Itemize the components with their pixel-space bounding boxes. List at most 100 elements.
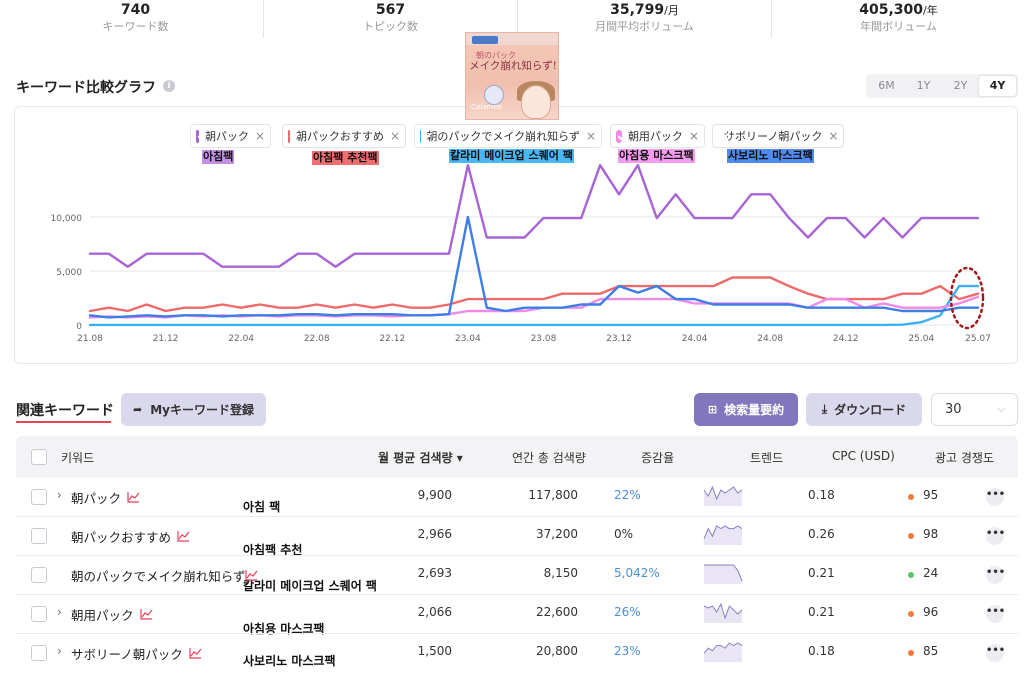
my-keyword-button[interactable]: ➦ Myキーワード登録 bbox=[121, 393, 266, 426]
stat-label: キーワード数 bbox=[102, 20, 169, 33]
legend-item-asa-pack-osusume[interactable]: 朝パックおすすめ × bbox=[282, 124, 406, 148]
trend-sparkline[interactable] bbox=[703, 641, 743, 663]
row-monthly: 2,693 bbox=[417, 566, 452, 580]
page-size-select[interactable]: 30 ⌵ bbox=[931, 393, 1018, 426]
y-tick-label: 0 bbox=[76, 322, 82, 332]
checkbox-icon[interactable] bbox=[288, 129, 290, 143]
close-icon[interactable]: × bbox=[585, 129, 596, 143]
chevron-right-icon[interactable]: › bbox=[57, 605, 62, 619]
stat-topics: 567 トピック数 bbox=[263, 0, 518, 40]
header-monthly[interactable]: 월 평균 검색량 ▾ bbox=[378, 451, 463, 465]
row-keyword[interactable]: 朝用パック bbox=[71, 608, 134, 623]
sparkline-area bbox=[704, 565, 742, 584]
sparkline-line bbox=[703, 642, 743, 654]
chevron-right-icon[interactable]: › bbox=[57, 488, 62, 502]
trend-chart-icon[interactable] bbox=[177, 527, 190, 546]
sparkline-line bbox=[704, 564, 743, 582]
summary-label: 検索量要約 bbox=[724, 403, 785, 417]
competition-dot bbox=[908, 572, 914, 578]
close-icon[interactable]: × bbox=[828, 129, 839, 143]
stat-value: 35,799/月 bbox=[610, 2, 679, 18]
header-cpc[interactable]: CPC (USD) bbox=[832, 449, 895, 463]
row-checkbox[interactable] bbox=[31, 567, 47, 583]
row-divider bbox=[16, 555, 1018, 556]
trend-chart-icon[interactable] bbox=[189, 644, 202, 663]
range-6m[interactable]: 6M bbox=[878, 79, 895, 92]
legend-item-make-kuzure[interactable]: 朝のパックでメイク崩れ知らず × bbox=[414, 124, 602, 148]
row-keyword[interactable]: 朝パック bbox=[71, 491, 122, 506]
graph-title: キーワード比較グラフ bbox=[16, 80, 156, 96]
header-competition[interactable]: 광고 경쟁도 bbox=[935, 451, 995, 465]
chevron-right-icon[interactable]: › bbox=[57, 644, 62, 658]
row-checkbox[interactable] bbox=[31, 645, 47, 661]
legend-item-saborino[interactable]: サボリーノ朝パック × bbox=[712, 124, 844, 148]
range-1y[interactable]: 1Y bbox=[916, 79, 931, 92]
stat-keywords: 740 キーワード数 bbox=[8, 0, 263, 40]
more-icon[interactable]: ••• bbox=[986, 605, 1005, 623]
row-keyword[interactable]: 朝パックおすすめ bbox=[71, 530, 172, 545]
select-all-checkbox[interactable] bbox=[31, 449, 47, 465]
close-icon[interactable]: × bbox=[688, 129, 699, 143]
trend-chart-icon[interactable] bbox=[245, 566, 258, 585]
trend-sparkline[interactable] bbox=[703, 563, 743, 585]
legend-item-asa-pack[interactable]: 朝パック × bbox=[190, 124, 271, 148]
series-line bbox=[88, 276, 980, 313]
x-tick-label: 21.08 bbox=[77, 334, 103, 344]
header-yearly[interactable]: 연간 총 검색량 bbox=[512, 451, 586, 465]
table-header bbox=[16, 436, 1018, 478]
row-yearly: 20,800 bbox=[536, 644, 578, 658]
more-icon[interactable]: ••• bbox=[986, 488, 1005, 506]
row-competition: 98 bbox=[923, 527, 939, 541]
row-divider bbox=[16, 516, 1018, 517]
row-keyword[interactable]: サボリーノ朝パック bbox=[71, 647, 183, 662]
legend-label: 朝パックおすすめ bbox=[295, 130, 384, 143]
trend-sparkline[interactable] bbox=[703, 485, 743, 507]
row-change: 23% bbox=[614, 644, 641, 658]
summary-button[interactable]: ⊞ 検索量要約 bbox=[694, 393, 798, 426]
checkbox-icon[interactable] bbox=[616, 129, 622, 143]
row-monthly: 2,966 bbox=[417, 527, 452, 541]
x-tick-label: 24.04 bbox=[682, 334, 708, 344]
legend-item-asayou-pack[interactable]: 朝用パック × bbox=[610, 124, 705, 148]
row-competition: 96 bbox=[923, 605, 939, 619]
row-change: 26% bbox=[614, 605, 641, 619]
annotation-label: 칼라미 메이크업 스퀘어 팩 bbox=[449, 149, 574, 163]
trend-sparkline[interactable] bbox=[703, 602, 743, 624]
row-checkbox[interactable] bbox=[31, 489, 47, 505]
row-competition: 85 bbox=[923, 644, 939, 658]
product-text-line1: 朝のパック bbox=[476, 51, 516, 60]
row-change: 22% bbox=[614, 488, 641, 502]
more-icon[interactable]: ••• bbox=[986, 527, 1005, 545]
close-icon[interactable]: × bbox=[254, 129, 265, 143]
tab-related-keywords[interactable]: 関連キーワード bbox=[16, 403, 114, 419]
x-tick-label: 22.12 bbox=[379, 334, 405, 344]
product-brand: Calamee bbox=[471, 103, 502, 111]
package-tag bbox=[472, 36, 498, 44]
annotation-label: 아침용 마스크팩 bbox=[618, 149, 695, 163]
row-checkbox[interactable] bbox=[31, 528, 47, 544]
trend-sparkline[interactable] bbox=[703, 524, 743, 546]
sparkline-line bbox=[703, 525, 743, 540]
row-annotation: 아침팩 추천 bbox=[243, 543, 303, 557]
row-divider bbox=[16, 633, 1018, 634]
more-icon[interactable]: ••• bbox=[986, 566, 1005, 584]
download-button[interactable]: ⤓ ダウンロード bbox=[806, 393, 922, 426]
checkbox-icon[interactable] bbox=[196, 129, 199, 143]
header-change[interactable]: 증감율 bbox=[641, 451, 675, 465]
trend-chart-icon[interactable] bbox=[139, 605, 153, 624]
close-icon[interactable]: × bbox=[389, 129, 400, 143]
range-2y[interactable]: 2Y bbox=[953, 79, 968, 92]
row-cpc: 0.26 bbox=[808, 527, 835, 541]
more-icon[interactable]: ••• bbox=[986, 644, 1005, 662]
row-annotation: 칼라미 메이크업 스퀘어 팩 bbox=[243, 579, 377, 593]
range-4y[interactable]: 4Y bbox=[979, 76, 1016, 96]
info-icon[interactable]: i bbox=[163, 80, 175, 92]
row-keyword[interactable]: 朝のパックでメイク崩れ知らず bbox=[71, 569, 246, 584]
x-tick-label: 22.08 bbox=[304, 334, 330, 344]
row-yearly: 37,200 bbox=[536, 527, 578, 541]
competition-dot bbox=[908, 533, 914, 539]
range-selector: 6M 1Y 2Y 4Y bbox=[866, 74, 1018, 98]
trend-chart-icon[interactable] bbox=[127, 488, 140, 507]
row-checkbox[interactable] bbox=[31, 606, 47, 622]
x-tick-label: 23.08 bbox=[531, 334, 557, 344]
